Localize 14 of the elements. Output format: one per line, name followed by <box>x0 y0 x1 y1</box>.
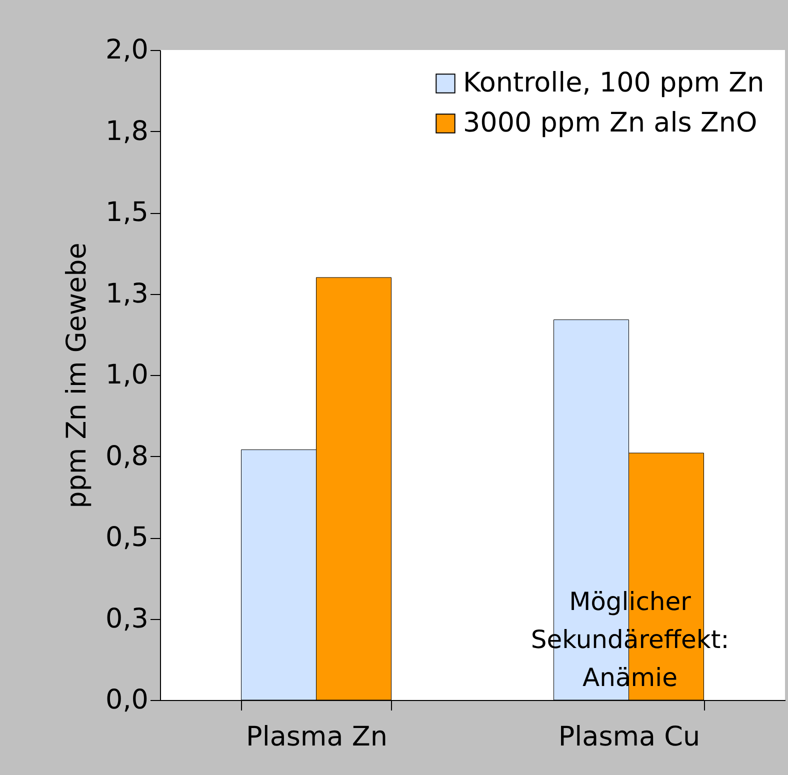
y-tick-label: 1,5 <box>106 197 148 228</box>
y-axis-title: ppm Zn im Gewebe <box>62 242 93 508</box>
y-tick-label: 1,0 <box>106 360 148 390</box>
legend-label: Kontrolle, 100 ppm Zn <box>463 68 764 98</box>
x-tick-label: Plasma Cu <box>558 722 700 752</box>
legend-label: 3000 ppm Zn als ZnO <box>463 108 758 138</box>
y-tick-label: 0,0 <box>106 684 148 716</box>
x-tick-label: Plasma Zn <box>246 722 388 752</box>
y-tick-label: 0,5 <box>106 522 148 553</box>
y-tick-label: 0,8 <box>106 440 148 472</box>
y-tick-label: 1,8 <box>106 116 148 147</box>
y-tick-label: 0,3 <box>106 603 148 634</box>
y-tick-label: 2,0 <box>106 34 148 66</box>
y-tick-label: 1,3 <box>106 278 148 310</box>
